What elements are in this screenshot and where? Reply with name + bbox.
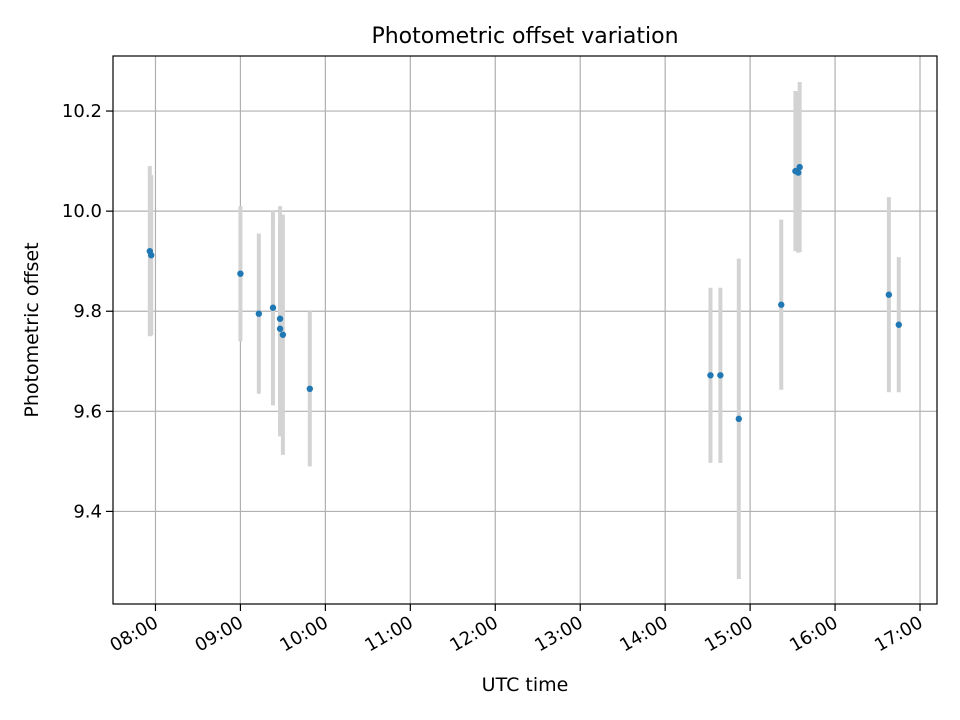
point-layer: [146, 163, 902, 423]
data-point: [895, 321, 902, 328]
data-point: [795, 169, 802, 176]
data-point: [717, 372, 724, 379]
data-point: [255, 310, 263, 317]
data-point: [796, 163, 803, 171]
y-tick-label: 9.4: [73, 501, 102, 522]
data-point: [885, 291, 893, 298]
plot-frame: [112, 55, 938, 605]
data-point: [148, 251, 155, 259]
y-tick-label: 9.6: [73, 401, 102, 422]
data-point: [735, 415, 742, 423]
y-tick-label: 9.8: [73, 301, 102, 322]
x-axis-label: UTC time: [482, 674, 569, 696]
data-point: [276, 315, 284, 322]
data-point: [707, 372, 714, 379]
chart-title: Photometric offset variation: [371, 24, 678, 49]
y-tick-label: 10.2: [62, 101, 102, 122]
data-point: [778, 301, 785, 308]
y-axis-label: Photometric offset: [21, 242, 43, 417]
data-point: [276, 325, 284, 332]
data-point: [279, 331, 287, 338]
data-point: [306, 385, 313, 393]
data-point: [269, 304, 277, 311]
data-point: [237, 270, 244, 277]
y-tick-label: 10.0: [62, 201, 102, 222]
